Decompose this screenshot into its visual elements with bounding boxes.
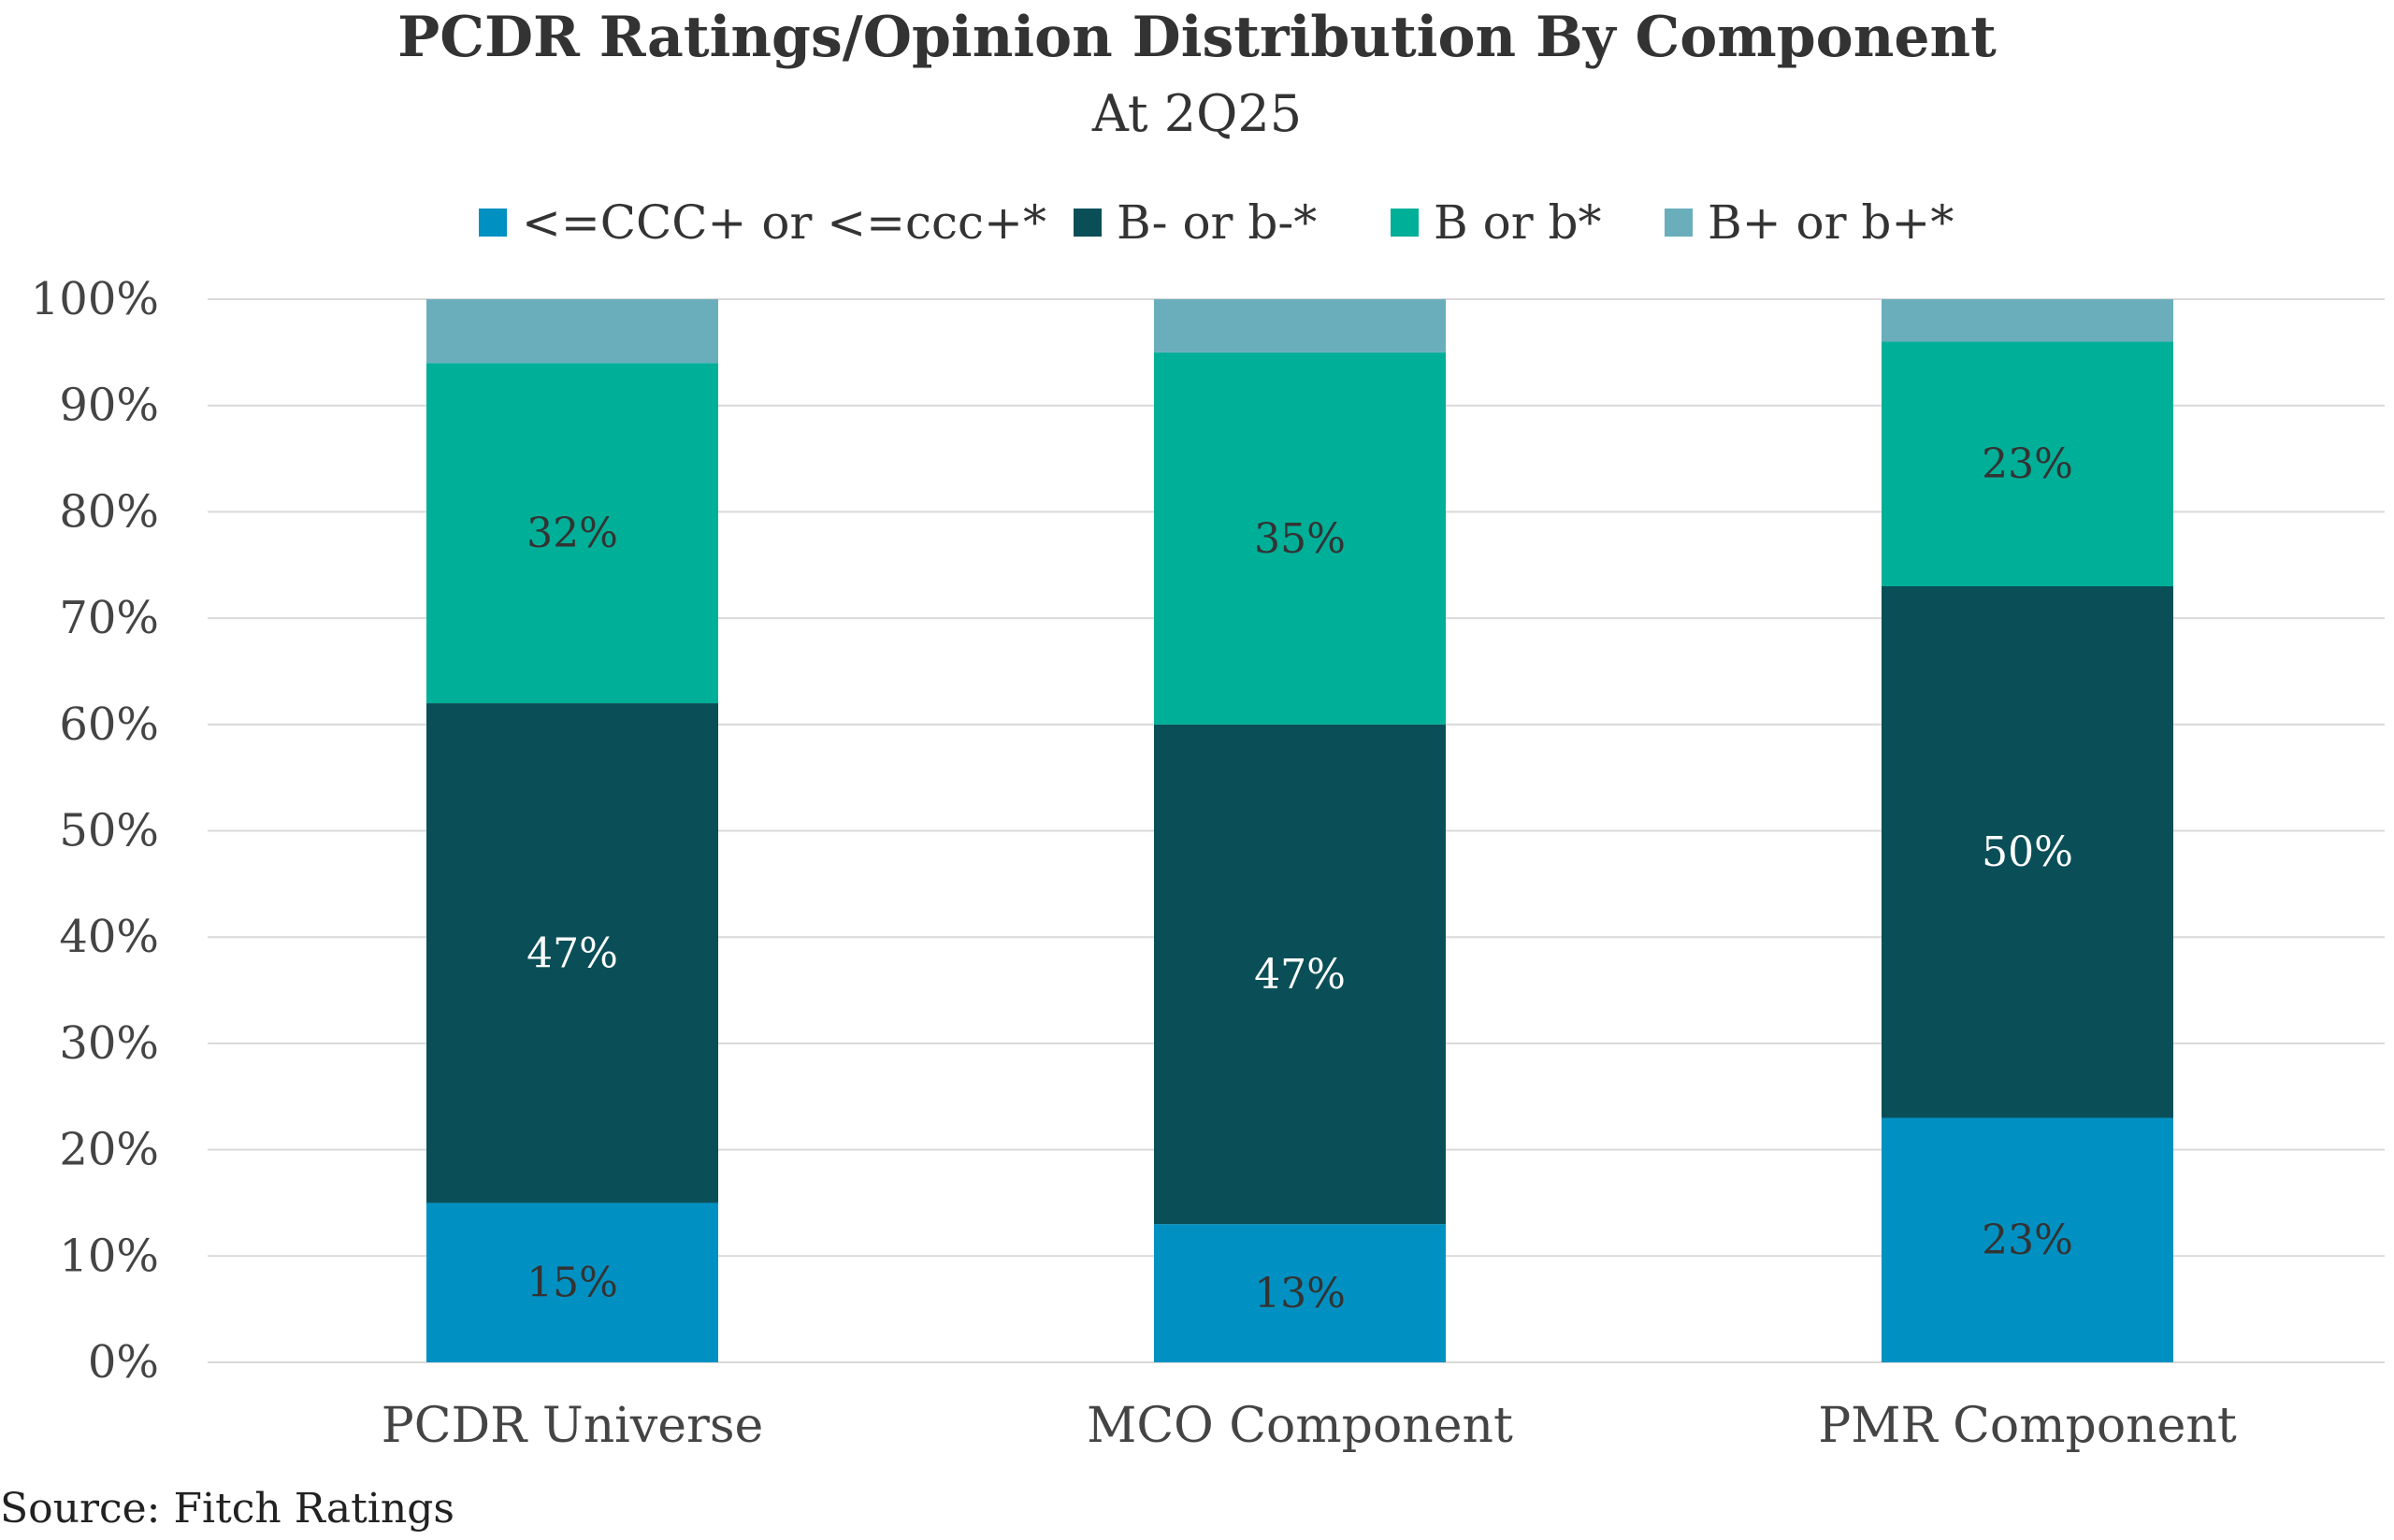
- y-axis: 0% 10% 20% 30% 40% 50% 60% 70% 80% 90% 100%: [31, 273, 159, 1389]
- bar-segment: [1154, 352, 1446, 725]
- bar-segment: [426, 363, 718, 704]
- legend-label: B- or b-*: [1117, 195, 1317, 250]
- bar-segment: [426, 703, 718, 1203]
- data-label: 47%: [526, 929, 618, 977]
- y-tick-label: 10%: [59, 1230, 159, 1282]
- bar-segment: [1882, 341, 2173, 586]
- source-note: Source: Fitch Ratings: [0, 1485, 454, 1533]
- data-label: 50%: [1982, 828, 2073, 876]
- y-tick-label: 30%: [59, 1017, 159, 1070]
- legend-swatch: [1665, 209, 1693, 237]
- x-category-label: MCO Component: [1087, 1398, 1513, 1454]
- data-label: 47%: [1254, 951, 1346, 999]
- x-axis: PCDR Universe MCO Component PMR Component: [382, 1398, 2237, 1454]
- data-label: 23%: [1982, 1216, 2073, 1264]
- bar-segment: [1154, 1224, 1446, 1362]
- bar-segment: [1882, 585, 2173, 1118]
- bar-segment: [1154, 299, 1446, 353]
- data-label: 13%: [1254, 1270, 1346, 1317]
- bar-segment: [1882, 299, 2173, 342]
- legend-swatch: [1391, 209, 1419, 237]
- y-tick-label: 20%: [59, 1124, 159, 1176]
- y-tick-label: 90%: [59, 380, 159, 432]
- legend-label: <=CCC+ or <=ccc+*: [522, 195, 1046, 250]
- y-tick-label: 70%: [59, 592, 159, 644]
- chart-subtitle: At 2Q25: [1091, 84, 1302, 143]
- bar-segment: [426, 1202, 718, 1362]
- data-label: 32%: [526, 510, 618, 557]
- bar-segment: [426, 299, 718, 364]
- bars: 15% 47% 32% 13% 47% 35% 23% 50% 23%: [426, 299, 2173, 1362]
- legend-label: B or b*: [1434, 195, 1602, 250]
- chart-title: PCDR Ratings/Opinion Distribution By Com…: [397, 5, 1997, 70]
- data-label: 15%: [526, 1259, 618, 1307]
- bar-segment: [1882, 1117, 2173, 1362]
- y-tick-label: 40%: [59, 911, 159, 963]
- bar-segment: [1154, 724, 1446, 1225]
- y-tick-label: 0%: [88, 1336, 159, 1389]
- data-label: 23%: [1982, 440, 2073, 488]
- legend-label: B+ or b+*: [1708, 195, 1954, 250]
- legend-swatch: [479, 209, 507, 237]
- x-category-label: PCDR Universe: [382, 1398, 764, 1454]
- y-tick-label: 60%: [59, 698, 159, 751]
- y-tick-label: 100%: [31, 273, 159, 325]
- y-tick-label: 80%: [59, 485, 159, 538]
- x-category-label: PMR Component: [1818, 1398, 2237, 1454]
- legend-swatch: [1074, 209, 1102, 237]
- data-label: 35%: [1254, 515, 1346, 563]
- legend: <=CCC+ or <=ccc+* B- or b-* B or b* B+ or b…: [479, 195, 1954, 250]
- y-tick-label: 50%: [59, 805, 159, 857]
